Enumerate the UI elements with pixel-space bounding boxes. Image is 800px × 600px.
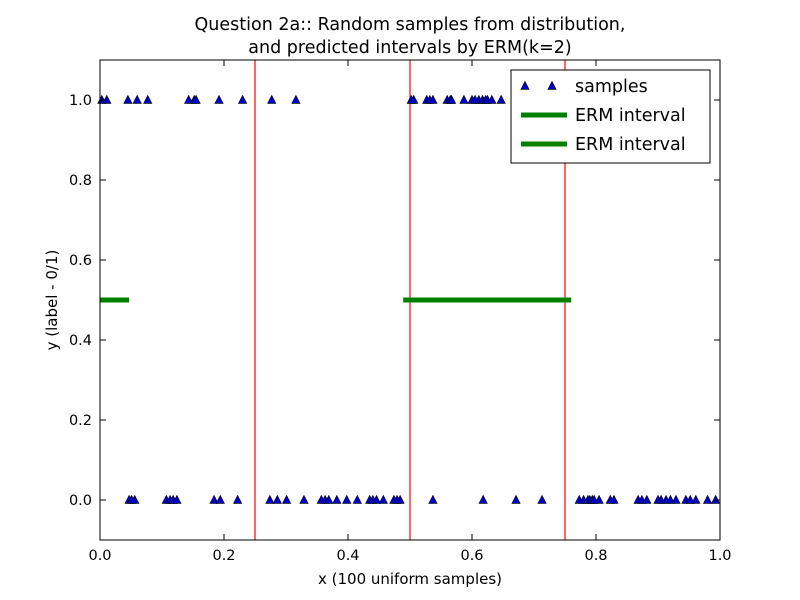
sample-point [395,494,405,504]
y-tick-label: 0.2 [69,413,92,429]
sample-point [291,94,301,104]
sample-point [371,494,382,504]
axes-frame [99,59,721,541]
sample-point [130,494,140,504]
x-axis-label: x (100 uniform samples) [318,570,502,588]
sample-point [191,94,201,104]
sample-point [233,494,243,504]
sample-point [665,494,676,504]
sample-point [691,494,701,504]
y-tick-label: 0.0 [69,493,92,509]
x-tick-label: 0.2 [212,548,235,564]
sample-point [123,94,133,104]
x-tick-label: 1.0 [708,548,731,564]
y-tick-label: 0.4 [69,333,92,349]
sample-point [711,494,721,504]
y-axis-label: y (label - 0/1) [43,250,61,351]
legend-marker [547,80,557,90]
sample-point [237,94,248,104]
chart-title-line-1: Question 2a:: Random samples from distri… [195,15,626,35]
legend-label-erm: ERM interval [575,106,686,126]
sample-point [685,494,695,504]
sample-point [342,494,352,504]
sample-point [324,494,334,504]
sample-point [671,494,681,504]
sample-point [332,494,342,504]
sample-point [409,94,419,104]
x-tick-label: 0.8 [584,548,607,564]
x-tick-label: 0.0 [88,548,111,564]
sample-point [478,494,488,504]
sample-point [487,94,497,104]
sample-point [272,494,282,504]
sample-point [609,494,619,504]
sample-point [496,94,506,104]
sample-point [352,494,362,504]
sample-point [299,494,309,504]
sample-point [214,94,224,104]
sample-point [267,94,277,104]
sample-point [102,94,112,104]
sample-point [281,494,292,504]
sample-point [428,94,438,104]
sample-point [265,494,275,504]
sample-point [446,94,457,104]
y-tick-label: 0.6 [69,253,92,269]
sample-point [215,494,225,504]
chart-title-line-2: and predicted intervals by ERM(k=2) [248,38,571,58]
sample-point [132,94,142,104]
legend-marker [520,80,530,90]
sample-point [184,94,194,104]
sample-point [172,494,182,504]
legend: samples ERM interval ERM interval [510,69,711,164]
y-tick-label: 0.8 [69,173,92,189]
y-tick-label: 1.0 [69,93,92,109]
sample-point [594,494,604,504]
sample-point [459,94,469,104]
x-tick-label: 0.4 [336,548,359,564]
sample-point [209,494,219,504]
sample-point [642,494,652,504]
sample-point [702,494,713,504]
legend-label-erm: ERM interval [575,135,686,155]
sample-point [143,94,153,104]
sample-point [537,494,547,504]
x-tick-label: 0.6 [460,548,483,564]
legend-label-samples: samples [575,77,648,97]
sample-point [428,494,438,504]
sample-point [378,494,388,504]
sample-point [511,494,521,504]
